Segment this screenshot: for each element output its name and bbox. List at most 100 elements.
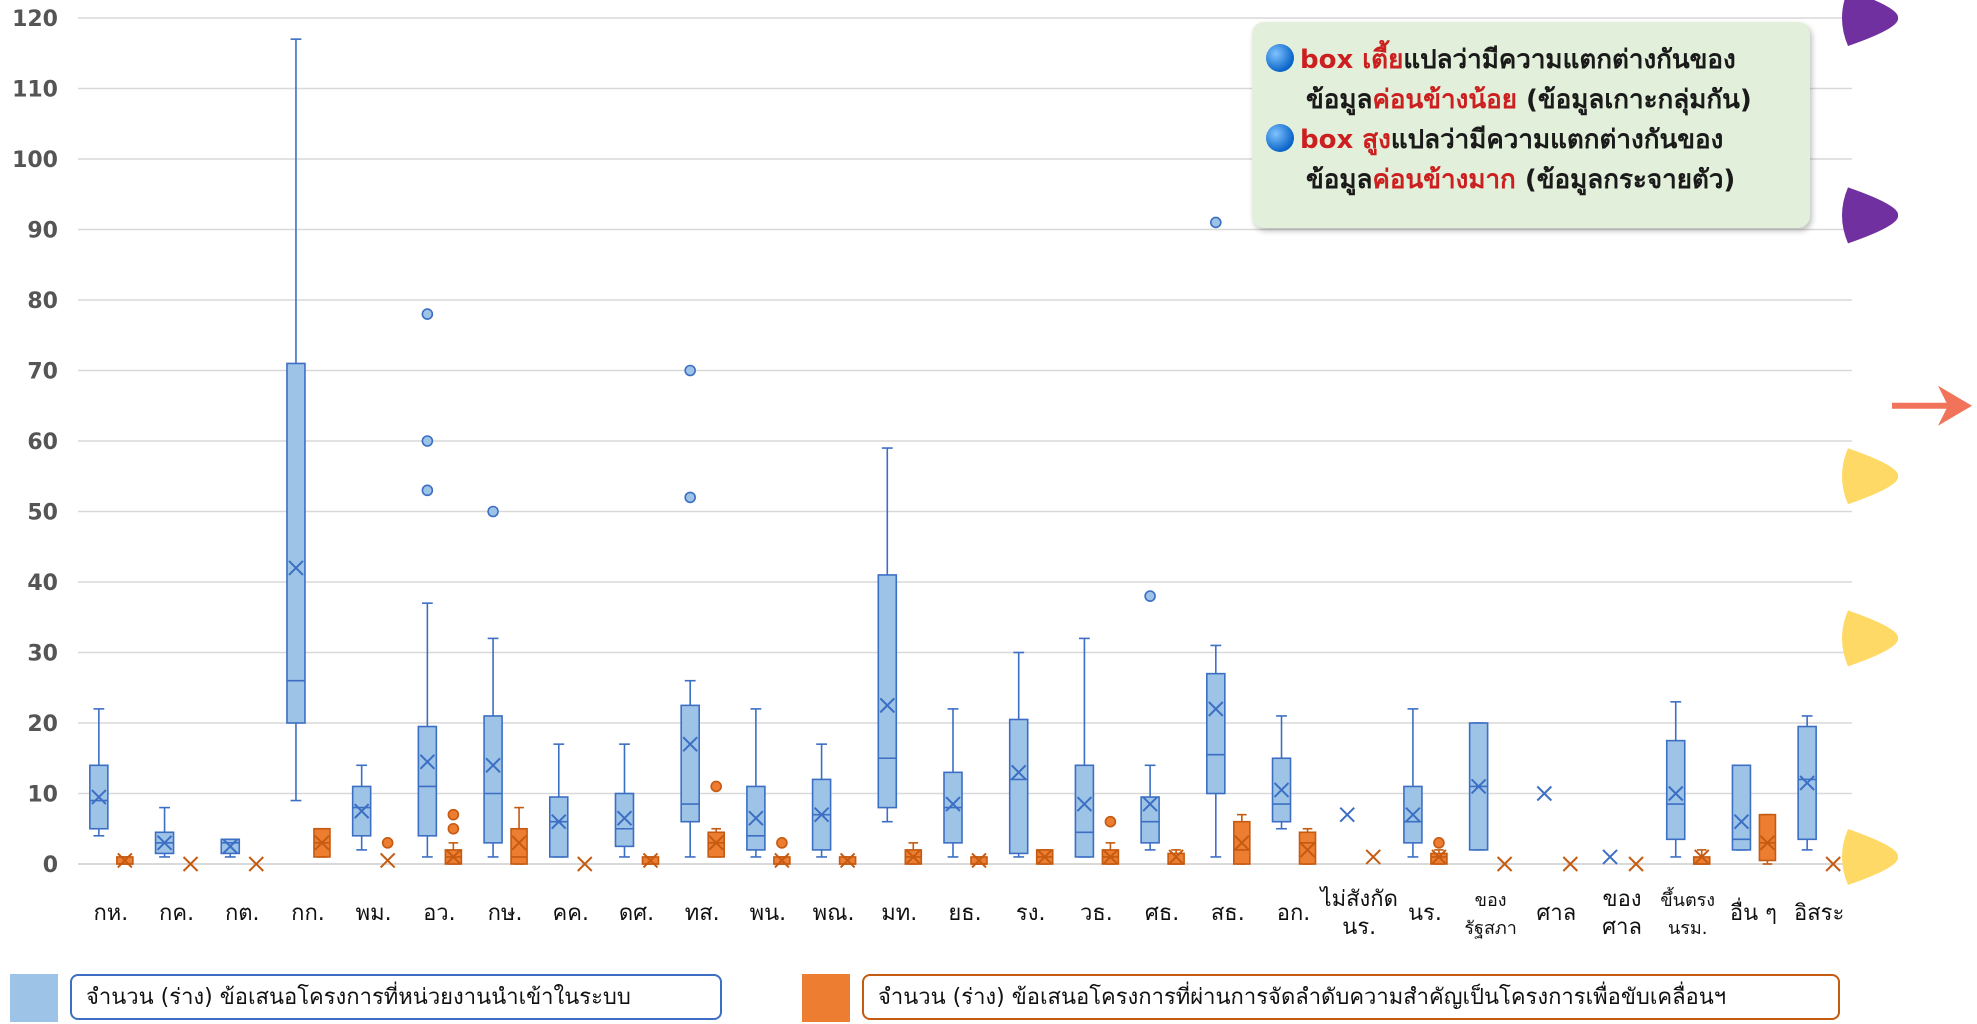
mean-marker [774, 852, 790, 869]
y-tick-label: 0 [43, 853, 58, 878]
submitted-box-23 [1602, 849, 1618, 865]
submitted-box-14 [1008, 651, 1029, 858]
submitted-box-7 [548, 743, 569, 858]
prioritized-box-26 [1825, 856, 1841, 872]
x-tick-label: ทส. [685, 901, 720, 926]
submitted-box-5 [417, 308, 438, 858]
iqr-box [1074, 764, 1095, 858]
mean-marker [1470, 778, 1487, 795]
x-tick-label: สธ. [1211, 901, 1245, 926]
prioritized-box-3 [313, 827, 331, 858]
submitted-box-25 [1731, 764, 1752, 851]
y-tick-label: 70 [27, 360, 58, 385]
y-axis-ticks: 0 10 20 30 40 50 60 70 80 90 100 110 120 [12, 7, 58, 878]
submitted-box-18 [1271, 715, 1292, 830]
iqr-box [510, 827, 528, 865]
prioritized-box-15 [1101, 815, 1120, 865]
mean-marker [1799, 775, 1815, 791]
submitted-box-2 [220, 838, 241, 858]
prioritized-box-23 [1628, 856, 1644, 872]
y-tick-label: 120 [12, 7, 58, 32]
y-tick-label: 60 [27, 430, 58, 455]
submitted-box-0 [89, 708, 109, 837]
callout-high-variation: ค่อนข้างมาก [1372, 165, 1516, 195]
outlier-point [1144, 590, 1156, 602]
iqr-box [286, 362, 306, 724]
prioritized-box-2 [248, 856, 264, 872]
callout-row-4: ข้อมูลค่อนข้างมาก (ข้อมูลกระจายตัว) [1266, 160, 1796, 200]
blue-bullet-icon [1266, 44, 1294, 72]
submitted-box-26 [1797, 715, 1817, 851]
x-tick-label: อิสระ [1794, 901, 1844, 926]
mean-marker [1496, 856, 1513, 872]
prioritized-box-25 [1758, 813, 1777, 865]
submitted-box-11 [811, 743, 832, 858]
callout-text-1: แปลว่ามีความแตกต่างกันของ [1403, 45, 1736, 75]
submitted-box-19 [1339, 806, 1355, 823]
x-tick-label: กก. [291, 901, 325, 926]
outlier-point [447, 822, 460, 835]
x-tick-label: มท. [881, 901, 917, 926]
prioritized-box-21 [1496, 856, 1513, 872]
submitted-box-12 [877, 447, 898, 823]
mean-marker [577, 856, 593, 872]
mean-marker [1602, 849, 1618, 865]
submitted-box-24 [1665, 701, 1686, 858]
legend-label-submitted: จำนวน (ร่าง) ข้อเสนอโครงการที่หน่วยงานนำ… [70, 974, 722, 1020]
iqr-box [680, 704, 700, 823]
prioritized-box-16 [1167, 849, 1185, 865]
mean-marker [1694, 849, 1710, 865]
submitted-box-16 [1140, 590, 1160, 851]
x-tick-label-line2: รัฐสภา [1464, 918, 1517, 939]
x-tick-label: ศธ. [1145, 901, 1179, 926]
callout-row-3: box สูงแปลว่ามีความแตกต่างกันของ [1266, 120, 1796, 160]
x-tick-label: ของ [1603, 887, 1642, 912]
x-tick-label: กห. [93, 901, 128, 926]
mean-marker [1234, 835, 1250, 851]
purple-triangle-icon [1842, 187, 1899, 244]
x-tick-label: ขึ้นตรง [1660, 887, 1715, 911]
iqr-box [1758, 813, 1777, 862]
x-tick-label-line2: ศาล [1602, 915, 1642, 940]
yellow-triangle-icon [1842, 448, 1899, 505]
mean-marker [1273, 782, 1290, 798]
x-axis-ticks: กห. กค. กต. กก. พม. อว. กษ. คค. ดศ. ทส. พน. พณ. มท. ย… [93, 886, 1844, 940]
x-tick-label: ของ [1475, 890, 1507, 911]
outlier-point [684, 491, 696, 504]
iqr-box [1298, 831, 1317, 865]
prioritized-box-10 [773, 837, 791, 869]
iqr-box [614, 792, 635, 848]
mean-marker [1076, 796, 1093, 812]
legend-swatch-orange [802, 974, 850, 1022]
mean-marker [1668, 785, 1684, 802]
x-tick-label: ยธ. [948, 901, 981, 926]
submitted-box-9 [680, 364, 700, 858]
iqr-box [483, 715, 503, 844]
mean-marker [288, 560, 304, 576]
prioritized-box-0 [116, 852, 134, 869]
iqr-box [877, 574, 898, 809]
callout-tall-box: box สูง [1300, 125, 1391, 155]
outlier-point [447, 808, 460, 821]
mean-marker [314, 835, 330, 851]
callout-text-4c: (ข้อมูลกระจายตัว) [1515, 165, 1736, 195]
mean-marker [971, 852, 987, 869]
submitted-box-1 [154, 806, 175, 858]
iqr-box [417, 725, 438, 837]
iqr-box [1731, 764, 1752, 851]
outlier-point [421, 308, 434, 320]
y-tick-label: 30 [27, 642, 58, 667]
purple-triangle-icon [1842, 0, 1899, 46]
outlier-point [710, 780, 722, 793]
y-tick-label: 80 [27, 289, 58, 314]
blue-bullet-icon [1266, 124, 1294, 152]
submitted-box-4 [351, 764, 372, 851]
legend-label-prioritized: จำนวน (ร่าง) ข้อเสนอโครงการที่ผ่านการจัด… [862, 974, 1840, 1020]
submitted-box-13 [943, 708, 963, 858]
mean-marker [945, 796, 961, 812]
prioritized-box-20 [1430, 837, 1448, 865]
mean-marker [1339, 806, 1355, 823]
mean-marker [379, 852, 396, 869]
x-tick-label: คค. [553, 901, 589, 926]
prioritized-box-12 [904, 842, 923, 865]
